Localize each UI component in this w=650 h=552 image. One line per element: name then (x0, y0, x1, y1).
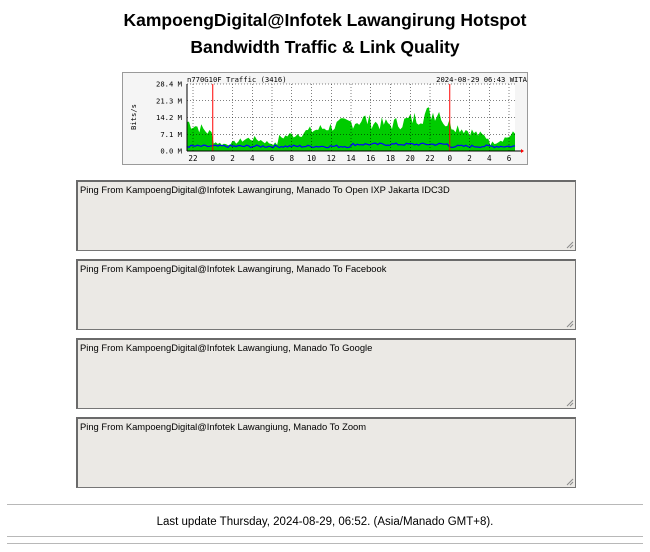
divider-bottom-2 (7, 543, 643, 544)
resize-grip-icon[interactable] (566, 320, 574, 328)
resize-grip-icon[interactable] (566, 399, 574, 407)
ping-panel-facebook[interactable]: Ping From KampoengDigital@Infotek Lawang… (76, 259, 576, 330)
traffic-graph: n770G10F Traffic (3416) 2024-08-29 06:43… (122, 72, 528, 165)
page-subtitle: Bandwidth Traffic & Link Quality (190, 37, 460, 57)
x-tick-label: 2 (467, 154, 472, 163)
x-tick-label: 22 (188, 154, 197, 163)
y-tick-label: 0.0 M (160, 147, 182, 156)
y-tick-label: 7.1 M (160, 130, 182, 139)
ping-panel-label: Ping From KampoengDigital@Infotek Lawang… (80, 263, 387, 274)
x-tick-label: 16 (366, 154, 376, 163)
x-tick-label: 22 (425, 154, 434, 163)
traffic-graph-canvas: n770G10F Traffic (3416) 2024-08-29 06:43… (129, 75, 528, 163)
resize-grip-icon[interactable] (566, 241, 574, 249)
x-tick-label: 4 (250, 154, 255, 163)
interface-label: n770G10F Traffic (3416) (187, 75, 287, 84)
x-tick-label: 0 (447, 154, 452, 163)
x-tick-label: 18 (386, 154, 396, 163)
divider-bottom (7, 536, 643, 537)
x-tick-label: 14 (346, 154, 356, 163)
x-tick-label: 8 (289, 154, 294, 163)
divider-top (7, 504, 643, 505)
x-tick-label: 4 (487, 154, 492, 163)
x-axis-arrow-icon (521, 149, 524, 153)
ping-panel-label: Ping From KampoengDigital@Infotek Lawang… (80, 421, 367, 432)
x-tick-label: 6 (270, 154, 275, 163)
page-title: KampoengDigital@Infotek Lawangirung Hots… (123, 10, 527, 30)
resize-grip-icon[interactable] (566, 478, 574, 486)
y-tick-label: 21.3 M (156, 96, 183, 105)
x-tick-label: 20 (406, 154, 416, 163)
outbound-traffic-line (186, 142, 516, 149)
y-tick-label: 28.4 M (156, 80, 183, 89)
ping-panel-openixp[interactable]: Ping From KampoengDigital@Infotek Lawang… (76, 180, 576, 251)
y-tick-label: 14.2 M (156, 113, 183, 122)
ping-panel-google[interactable]: Ping From KampoengDigital@Infotek Lawang… (76, 338, 576, 409)
y-axis-label: Bits/s (129, 104, 138, 130)
x-tick-label: 6 (507, 154, 512, 163)
graph-timestamp: 2024-08-29 06:43 WITA (436, 75, 528, 84)
ping-panel-label: Ping From KampoengDigital@Infotek Lawang… (80, 342, 373, 353)
ping-panel-zoom[interactable]: Ping From KampoengDigital@Infotek Lawang… (76, 417, 576, 488)
x-tick-label: 12 (327, 154, 336, 163)
x-tick-label: 2 (230, 154, 235, 163)
ping-panel-label: Ping From KampoengDigital@Infotek Lawang… (80, 184, 450, 195)
x-tick-label: 0 (210, 154, 215, 163)
last-update-text: Last update Thursday, 2024-08-29, 06:52.… (156, 516, 494, 528)
x-tick-label: 10 (307, 154, 317, 163)
